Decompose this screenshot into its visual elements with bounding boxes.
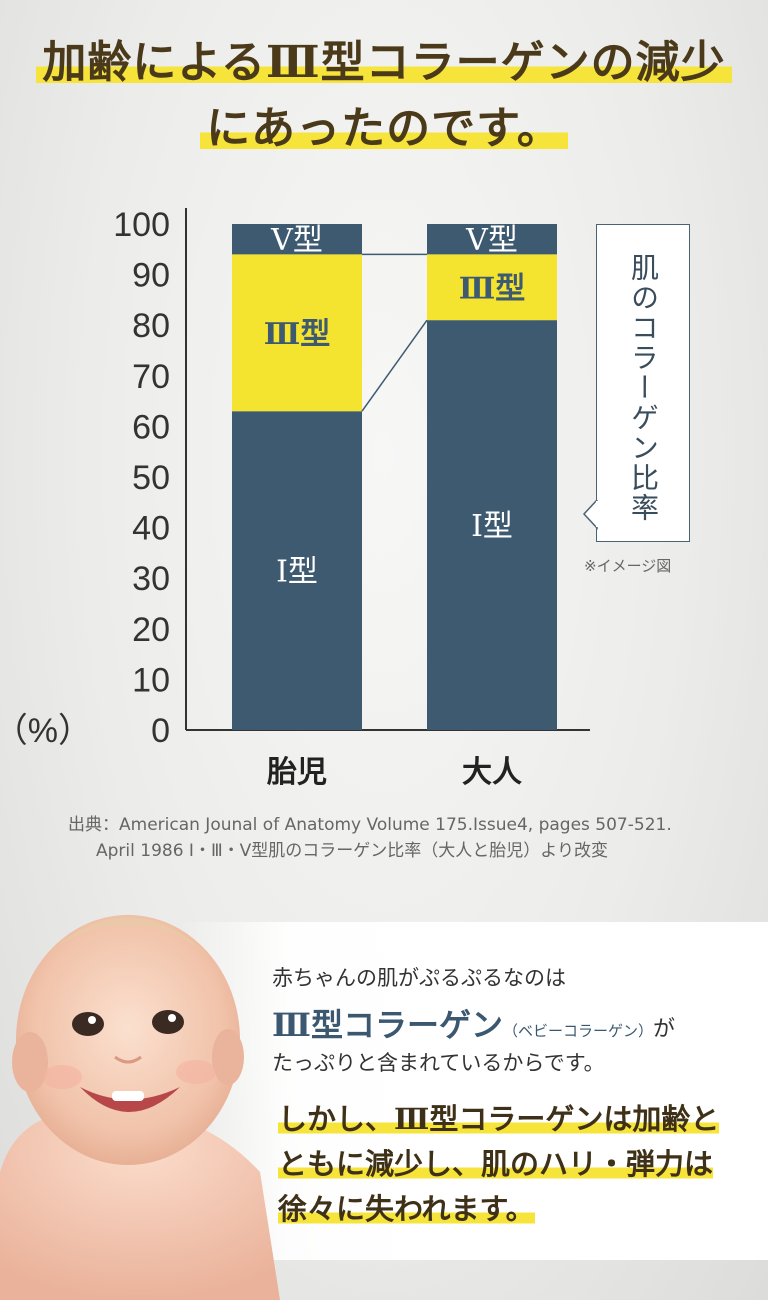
bar-segment-label: V型 xyxy=(465,223,518,258)
connector-line xyxy=(361,319,428,412)
chart-callout-box: 肌のコラーゲン比率 xyxy=(596,224,690,542)
source-line2: April 1986 Ⅰ・Ⅲ・Ⅴ型肌のコラーゲン比率（大人と胎児）より改変 xyxy=(96,841,608,861)
emphasis-line2: ともに減少し、肌のハリ・弾力は xyxy=(278,1147,714,1181)
chart-callout-text: 肌のコラーゲン比率 xyxy=(627,253,660,523)
y-tick-label: 30 xyxy=(132,560,170,598)
body-text-3: たっぷりと含まれているからです。 xyxy=(272,1051,605,1075)
bar-segment-label: Ⅰ型 xyxy=(276,555,318,590)
body-text-1: 赤ちゃんの肌がぷるぷるなのは xyxy=(272,966,566,990)
emphasis-line1: しかし、Ⅲ型コラーゲンは加齢と xyxy=(278,1102,720,1136)
chart-source: 出典：American Jounal of Anatomy Volume 175… xyxy=(68,812,672,864)
y-tick-label: 10 xyxy=(132,661,170,699)
headline-line1: 加齢によるⅢ型コラーゲンの減少 xyxy=(0,26,768,90)
source-line1: 出典：American Jounal of Anatomy Volume 175… xyxy=(68,815,672,835)
bar-segment-label: Ⅲ型 xyxy=(459,271,526,306)
category-label: 大人 xyxy=(462,755,522,790)
headline-line2: にあったのです。 xyxy=(0,92,768,156)
bar-segment xyxy=(427,224,557,255)
y-tick-label: 0 xyxy=(151,712,170,750)
y-tick-label: 50 xyxy=(132,459,170,497)
bar-segment xyxy=(232,254,362,412)
y-unit-label: （%） xyxy=(0,712,92,750)
body-text-2-tail: が xyxy=(653,1017,676,1042)
y-tick-label: 20 xyxy=(132,611,170,649)
y-tick-label: 90 xyxy=(132,257,170,295)
bar-segment-label: Ⅰ型 xyxy=(471,509,513,544)
bar-segment-label: Ⅲ型 xyxy=(264,317,331,352)
y-tick-label: 40 xyxy=(132,510,170,548)
collagen-type3-text: Ⅲ型コラーゲン xyxy=(272,1006,503,1044)
chart-note: ※イメージ図 xyxy=(584,557,672,575)
bar-segment xyxy=(232,411,362,730)
emphasis-line3: 徐々に失われます。 xyxy=(278,1192,535,1226)
bar-segment xyxy=(427,320,557,730)
bar-segment xyxy=(427,254,557,321)
callout-pointer-icon xyxy=(582,500,601,530)
bar-segment-label: V型 xyxy=(270,223,323,258)
bar-segment xyxy=(232,224,362,255)
y-tick-label: 70 xyxy=(132,358,170,396)
body-text-2: Ⅲ型コラーゲン（ベビーコラーゲン）が xyxy=(272,1000,675,1046)
y-tick-label: 60 xyxy=(132,408,170,446)
y-tick-label: 80 xyxy=(132,307,170,345)
category-label: 胎児 xyxy=(266,755,327,790)
baby-photo xyxy=(0,915,280,1300)
y-tick-label: 100 xyxy=(113,206,170,244)
baby-collagen-note: （ベビーコラーゲン） xyxy=(502,1022,653,1040)
